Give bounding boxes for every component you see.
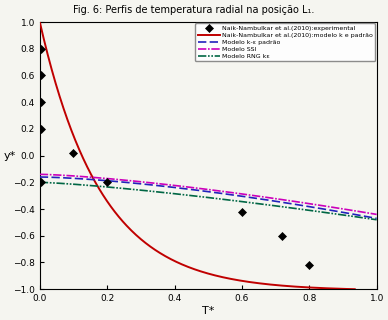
Modelo SSI — [78, 174, 83, 178]
Modelo RNG kε — [281, 205, 285, 209]
Modelo k-ε padrão — [374, 217, 379, 220]
Line: Modelo k-ε padrão: Modelo k-ε padrão — [40, 177, 377, 219]
Naik-Nambulkar et al.(2010):modelo k e padrão — [75, 144, 80, 148]
Naik-Nambulkar et al.(2010):experimental — [307, 263, 312, 267]
Naik-Nambulkar et al.(2010):experimental — [105, 180, 109, 184]
Modelo RNG kε — [78, 183, 83, 187]
Modelo RNG kε — [374, 218, 379, 222]
Naik-Nambulkar et al.(2010):modelo k e padrão — [352, 287, 357, 291]
X-axis label: T*: T* — [202, 306, 215, 316]
Modelo k-ε padrão — [38, 175, 42, 179]
Modelo k-ε padrão — [281, 200, 285, 204]
Modelo RNG kε — [147, 189, 152, 193]
Naik-Nambulkar et al.(2010):experimental — [39, 127, 44, 131]
Modelo k-ε padrão — [282, 201, 287, 204]
Naik-Nambulkar et al.(2010):modelo k e padrão — [236, 278, 240, 282]
Naik-Nambulkar et al.(2010):modelo k e padrão — [38, 20, 42, 24]
Modelo RNG kε — [171, 192, 175, 196]
Line: Modelo RNG kε: Modelo RNG kε — [40, 182, 377, 220]
Modelo k-ε padrão — [147, 183, 152, 187]
Modelo RNG kε — [282, 205, 287, 209]
Naik-Nambulkar et al.(2010):modelo k e padrão — [267, 283, 271, 286]
Naik-Nambulkar et al.(2010):experimental — [280, 234, 285, 238]
Line: Modelo SSI: Modelo SSI — [40, 174, 377, 214]
Naik-Nambulkar et al.(2010):experimental — [39, 74, 44, 77]
Naik-Nambulkar et al.(2010):modelo k e padrão — [140, 238, 145, 242]
Naik-Nambulkar et al.(2010):experimental — [39, 100, 44, 104]
Naik-Nambulkar et al.(2010):experimental — [39, 180, 44, 184]
Modelo SSI — [281, 198, 285, 202]
Modelo k-ε padrão — [249, 196, 254, 200]
Modelo SSI — [38, 172, 42, 176]
Legend: Naik-Nambulkar et al.(2010):experimental, Naik-Nambulkar et al.(2010):modelo k e: Naik-Nambulkar et al.(2010):experimental… — [195, 23, 376, 61]
Modelo SSI — [171, 183, 175, 187]
Text: Fig. 6: Perfis de temperatura radial na posição L₁.: Fig. 6: Perfis de temperatura radial na … — [73, 5, 315, 15]
Modelo k-ε padrão — [171, 185, 175, 189]
Modelo SSI — [249, 193, 254, 197]
Line: Naik-Nambulkar et al.(2010):modelo k e padrão: Naik-Nambulkar et al.(2010):modelo k e p… — [40, 22, 355, 289]
Line: Naik-Nambulkar et al.(2010):experimental: Naik-Nambulkar et al.(2010):experimental — [38, 46, 312, 268]
Modelo SSI — [282, 198, 287, 202]
Y-axis label: y*: y* — [4, 151, 16, 161]
Naik-Nambulkar et al.(2010):experimental — [39, 47, 44, 51]
Naik-Nambulkar et al.(2010):modelo k e padrão — [265, 282, 269, 286]
Modelo RNG kε — [249, 201, 254, 205]
Modelo SSI — [147, 181, 152, 185]
Naik-Nambulkar et al.(2010):experimental — [239, 210, 244, 214]
Modelo k-ε padrão — [78, 177, 83, 181]
Modelo SSI — [374, 212, 379, 216]
Naik-Nambulkar et al.(2010):experimental — [71, 151, 76, 155]
Naik-Nambulkar et al.(2010):modelo k e padrão — [162, 254, 167, 258]
Modelo RNG kε — [38, 180, 42, 184]
